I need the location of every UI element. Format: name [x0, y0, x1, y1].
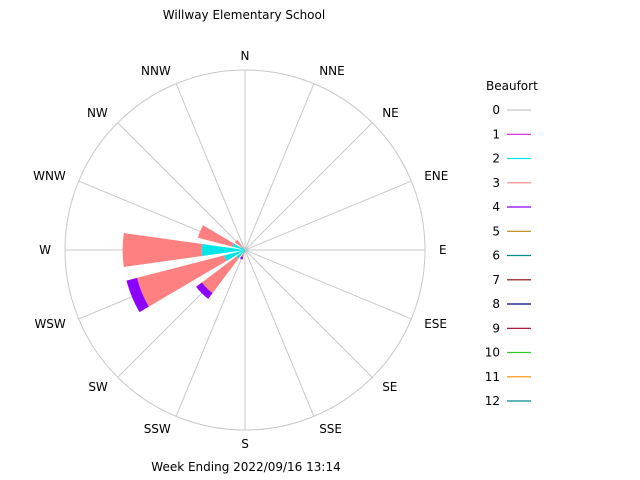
wedge-sw-beaufort-4 [196, 282, 213, 299]
spoke-ne [244, 122, 373, 251]
wedge-nw-beaufort-3 [234, 239, 243, 248]
direction-label-n: N [241, 49, 250, 63]
legend-label-8: 8 [492, 297, 500, 311]
legend-label-5: 5 [492, 224, 500, 238]
chart-title: Willway Elementary School [163, 8, 325, 22]
spoke-nnw [175, 83, 246, 251]
chart-subtitle: Week Ending 2022/09/16 13:14 [151, 460, 340, 474]
legend-label-12: 12 [485, 394, 500, 408]
legend-label-0: 0 [492, 103, 500, 117]
direction-label-sse: SSE [319, 422, 342, 436]
legend-label-2: 2 [492, 152, 500, 166]
wedge-ssw-beaufort-4 [240, 256, 244, 260]
spoke-ene [244, 180, 412, 251]
direction-label-ssw: SSW [144, 422, 171, 436]
direction-labels: N NNE NE ENE E ESE SE SSE S SSW SW WSW W WNW NW NNW [33, 49, 448, 451]
spoke-ese [244, 249, 412, 320]
wedge-w-beaufort-2 [201, 244, 245, 256]
wedge-ssw-beaufort-3 [241, 253, 245, 257]
legend-title: Beaufort [486, 79, 538, 93]
spoke-nne [244, 83, 315, 251]
wedge-nw-beaufort-2 [242, 247, 245, 250]
direction-label-sw: SW [88, 380, 108, 394]
direction-label-s: S [241, 437, 249, 451]
legend-label-7: 7 [492, 273, 500, 287]
spoke-ssw [175, 249, 246, 417]
direction-label-nne: NNE [319, 64, 345, 78]
wind-wedges [122, 225, 247, 313]
legend-label-9: 9 [492, 321, 500, 335]
direction-label-w: W [39, 243, 51, 257]
spoke-nw [117, 122, 246, 251]
direction-label-wnw: WNW [33, 169, 66, 183]
legend-label-6: 6 [492, 249, 500, 263]
wedge-ssw-beaufort-2 [243, 250, 245, 254]
wedge-w-beaufort-3 [122, 233, 203, 267]
wedge-wnw-beaufort-2 [232, 243, 245, 250]
spoke-se [244, 249, 373, 378]
legend-label-4: 4 [492, 200, 500, 214]
direction-label-ene: ENE [424, 169, 448, 183]
wedge-sw-beaufort-2 [236, 250, 245, 259]
wedge-e-beaufort-2 [245, 249, 247, 251]
direction-label-nnw: NNW [141, 64, 171, 78]
direction-label-ne: NE [382, 106, 399, 120]
direction-label-nw: NW [87, 106, 108, 120]
legend-label-3: 3 [492, 176, 500, 190]
direction-label-wsw: WSW [34, 317, 65, 331]
wedge-s-beaufort-2 [244, 250, 246, 252]
wedge-wsw-beaufort-2 [224, 250, 245, 261]
wedge-wsw-beaufort-4 [126, 277, 149, 313]
direction-label-e: E [439, 243, 447, 257]
legend-label-10: 10 [485, 346, 500, 360]
direction-label-ese: ESE [424, 317, 447, 331]
spoke-sse [244, 249, 315, 417]
wedge-wsw-beaufort-3 [137, 255, 227, 307]
legend-label-1: 1 [492, 127, 500, 141]
wedge-wnw-beaufort-3 [197, 225, 235, 247]
legend-label-11: 11 [485, 370, 500, 384]
direction-label-se: SE [382, 380, 397, 394]
wedge-sw-beaufort-3 [201, 256, 239, 294]
